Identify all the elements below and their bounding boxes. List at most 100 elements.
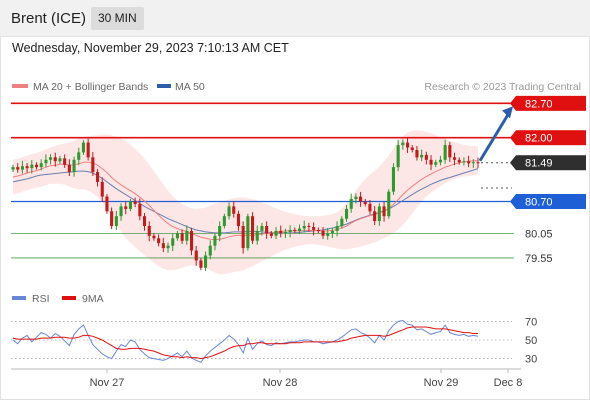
rsi-tick-label: 70 xyxy=(525,316,537,328)
candle-body xyxy=(114,216,118,226)
candle-body xyxy=(105,196,109,212)
candle-body xyxy=(58,158,62,162)
ma50-line xyxy=(12,168,479,234)
candle-body xyxy=(429,159,433,165)
candle-body xyxy=(359,196,363,202)
bollinger-band xyxy=(13,130,478,275)
candle-body xyxy=(227,206,231,217)
candle-body xyxy=(349,199,353,209)
candle-body xyxy=(35,164,39,168)
rsi-legend-swatch xyxy=(12,296,26,300)
ma20-legend-label: MA 20 + Bollinger Bands xyxy=(33,81,148,93)
candle-body xyxy=(194,250,198,261)
time-axis-label: Nov 27 xyxy=(90,377,125,389)
candle-body xyxy=(119,206,123,217)
candle-body xyxy=(368,203,372,212)
candle-body xyxy=(49,157,53,160)
candle-body xyxy=(260,226,264,231)
forecast-arrow-head xyxy=(502,106,513,119)
candle-body xyxy=(161,243,165,249)
candle-body xyxy=(218,226,222,236)
ma20-legend-swatch xyxy=(12,84,28,88)
candle-body xyxy=(377,206,381,222)
rsi-plot: 70 50 30 xyxy=(11,316,537,366)
rsi-ma-line xyxy=(12,326,478,360)
candle-body xyxy=(420,154,424,158)
candle-body xyxy=(236,213,240,227)
candle-body xyxy=(190,230,194,251)
candle-body xyxy=(396,145,400,168)
candle-body xyxy=(293,230,297,231)
candle-body xyxy=(128,201,132,209)
price-level-box xyxy=(516,130,586,146)
candle-body xyxy=(241,226,245,249)
candle-body xyxy=(16,167,20,170)
candle-body xyxy=(387,191,391,217)
candle-body xyxy=(96,172,100,182)
candle-body xyxy=(86,142,90,158)
timeframe-button[interactable]: 30 MIN xyxy=(91,7,144,30)
candle-body xyxy=(255,230,259,241)
price-level-pointer xyxy=(510,130,516,146)
candle-body xyxy=(415,150,419,158)
candle-body xyxy=(434,162,438,165)
price-level-box xyxy=(516,155,586,171)
rsi-ma-legend-label: 9MA xyxy=(82,293,104,305)
candle-body xyxy=(471,162,475,164)
candle-body xyxy=(44,159,48,164)
candle-body xyxy=(326,233,330,236)
candle-body xyxy=(438,159,442,163)
ma50-legend-label: MA 50 xyxy=(175,81,205,93)
candle-body xyxy=(133,201,137,204)
candle-body xyxy=(476,162,480,164)
candle-body xyxy=(204,255,208,268)
candle-body xyxy=(25,166,29,169)
candle-body xyxy=(185,230,189,241)
price-level-pointer xyxy=(510,193,516,209)
candle-body xyxy=(251,216,255,241)
candle-body xyxy=(138,203,142,217)
candle-body xyxy=(157,238,161,244)
candle-body xyxy=(81,142,85,153)
candle-body xyxy=(448,145,452,158)
candle-body xyxy=(67,164,71,173)
rsi-ma-legend-swatch xyxy=(62,296,76,300)
candle-body xyxy=(152,235,156,239)
candle-body xyxy=(330,230,334,234)
candle-body xyxy=(265,226,269,234)
candle-body xyxy=(279,230,283,234)
candle-body xyxy=(401,142,405,146)
candle-body xyxy=(321,230,325,236)
price-level-label: 80.05 xyxy=(525,228,553,240)
candle-body xyxy=(316,230,320,231)
rsi-tick-label: 50 xyxy=(525,335,537,347)
candle-body xyxy=(222,216,226,226)
candle-body xyxy=(39,163,43,168)
candle-body xyxy=(467,161,471,164)
time-axis-label: Nov 28 xyxy=(263,377,298,389)
forecast-arrow xyxy=(478,110,512,162)
candle-body xyxy=(312,227,316,230)
ma20-line xyxy=(12,160,478,241)
time-axis-label: Dec 8 xyxy=(494,377,523,389)
candle-body xyxy=(77,152,81,160)
candle-body xyxy=(274,230,278,236)
candle-body xyxy=(453,157,457,160)
candle-body xyxy=(373,211,377,222)
price-level-box xyxy=(516,193,586,209)
candle-body xyxy=(283,231,287,234)
price-level-label: 81.49 xyxy=(525,158,553,170)
price-level-label: 80.70 xyxy=(525,196,553,208)
candle-body xyxy=(302,226,306,229)
price-level-box xyxy=(516,95,586,111)
candle-body xyxy=(124,206,128,209)
candle-body xyxy=(424,154,428,160)
candle-body xyxy=(307,226,311,227)
candle-body xyxy=(208,245,212,256)
candle-body xyxy=(143,216,147,226)
candle-body xyxy=(345,208,349,219)
price-level-pointer xyxy=(510,95,516,111)
rsi-legend-label: RSI xyxy=(32,293,50,305)
rsi-line xyxy=(12,319,479,363)
